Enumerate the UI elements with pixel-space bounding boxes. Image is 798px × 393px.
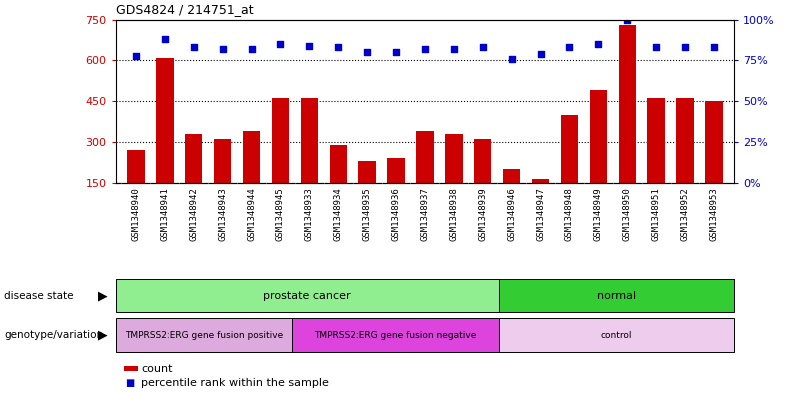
Text: GSM1348950: GSM1348950 [622, 187, 632, 241]
Bar [292, 318, 499, 352]
Point [188, 44, 200, 51]
Text: GSM1348947: GSM1348947 [536, 187, 545, 241]
Text: GSM1348951: GSM1348951 [652, 187, 661, 241]
Text: TMPRSS2:ERG gene fusion negative: TMPRSS2:ERG gene fusion negative [314, 331, 476, 340]
Point [332, 44, 345, 51]
Bar [531, 179, 549, 183]
Text: GSM1348952: GSM1348952 [681, 187, 689, 241]
Text: GSM1348934: GSM1348934 [334, 187, 342, 241]
Text: GSM1348945: GSM1348945 [276, 187, 285, 241]
Point [389, 49, 402, 55]
Text: ■: ■ [124, 378, 134, 388]
Bar [445, 134, 463, 183]
Point [448, 46, 460, 52]
Text: GSM1348946: GSM1348946 [508, 187, 516, 241]
Text: GSM1348948: GSM1348948 [565, 187, 574, 241]
Bar [590, 90, 607, 183]
Bar [116, 318, 292, 352]
Point [563, 44, 576, 51]
Text: disease state: disease state [4, 291, 73, 301]
Bar [561, 115, 578, 183]
Bar [705, 101, 723, 183]
Point [419, 46, 432, 52]
Point [678, 44, 691, 51]
Text: GSM1348933: GSM1348933 [305, 187, 314, 241]
Bar [156, 58, 173, 183]
Point [245, 46, 258, 52]
Bar [503, 169, 520, 183]
Bar [330, 145, 347, 183]
Text: GSM1348937: GSM1348937 [421, 187, 429, 241]
Text: ▶: ▶ [98, 329, 108, 342]
Point [534, 51, 547, 57]
Point [592, 41, 605, 47]
Text: GSM1348942: GSM1348942 [189, 187, 198, 241]
Text: percentile rank within the sample: percentile rank within the sample [141, 378, 329, 388]
Point [708, 44, 721, 51]
Text: GDS4824 / 214751_at: GDS4824 / 214751_at [116, 3, 253, 16]
Text: GSM1348944: GSM1348944 [247, 187, 256, 241]
Text: GSM1348943: GSM1348943 [218, 187, 227, 241]
Text: GSM1348936: GSM1348936 [392, 187, 401, 241]
Bar [677, 99, 693, 183]
Bar [618, 25, 636, 183]
Text: TMPRSS2:ERG gene fusion positive: TMPRSS2:ERG gene fusion positive [125, 331, 283, 340]
Point [159, 36, 172, 42]
Point [303, 42, 316, 49]
Bar [647, 99, 665, 183]
Text: genotype/variation: genotype/variation [4, 330, 103, 340]
Point [505, 56, 518, 62]
Bar [185, 134, 203, 183]
Point [129, 52, 142, 59]
Point [216, 46, 229, 52]
Text: ▶: ▶ [98, 289, 108, 302]
Text: GSM1348939: GSM1348939 [478, 187, 488, 241]
Bar [301, 99, 318, 183]
Bar [358, 161, 376, 183]
Bar [243, 131, 260, 183]
Text: GSM1348953: GSM1348953 [709, 187, 718, 241]
Bar [127, 150, 144, 183]
Point [650, 44, 662, 51]
Text: GSM1348941: GSM1348941 [160, 187, 169, 241]
Text: prostate cancer: prostate cancer [263, 291, 351, 301]
Bar [499, 318, 734, 352]
Bar [116, 279, 499, 312]
Point [274, 41, 286, 47]
Bar [417, 131, 433, 183]
Text: GSM1348938: GSM1348938 [449, 187, 458, 241]
Text: count: count [141, 364, 172, 374]
Bar [387, 158, 405, 183]
Point [476, 44, 489, 51]
Bar [214, 139, 231, 183]
Text: GSM1348940: GSM1348940 [132, 187, 140, 241]
Text: GSM1348935: GSM1348935 [362, 187, 372, 241]
Bar [474, 139, 492, 183]
Text: control: control [601, 331, 632, 340]
Text: GSM1348949: GSM1348949 [594, 187, 602, 241]
Text: normal: normal [597, 291, 636, 301]
Point [621, 17, 634, 23]
Bar [499, 279, 734, 312]
Bar [272, 99, 289, 183]
Point [361, 49, 373, 55]
